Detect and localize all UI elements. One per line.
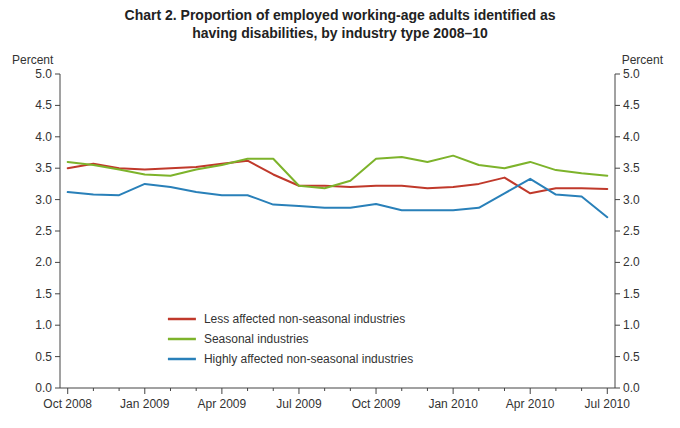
y-tick-label: 5.0 — [35, 67, 52, 81]
y-tick-label: 2.0 — [35, 255, 52, 269]
x-minor-tick — [427, 388, 428, 391]
chart: Chart 2. Proportion of employed working-… — [0, 0, 680, 428]
y2-tick — [615, 388, 620, 389]
plot-area — [68, 156, 608, 218]
y-tick — [55, 262, 60, 263]
x-minor-tick — [273, 388, 274, 391]
y2-tick-label: 3.0 — [623, 193, 640, 207]
y2-tick-label: 3.5 — [623, 161, 640, 175]
x-minor-tick — [555, 388, 556, 391]
x-tick-label: Apr 2009 — [198, 397, 247, 411]
y-tick — [55, 105, 60, 106]
x-tick-label: Oct 2009 — [352, 397, 401, 411]
x-tick-label: Oct 2008 — [43, 397, 92, 411]
x-minor-tick — [93, 388, 94, 391]
x-minor-tick — [247, 388, 248, 391]
x-tick-label: Jan 2010 — [428, 397, 478, 411]
y2-tick — [615, 262, 620, 263]
series-line — [68, 161, 608, 194]
y2-tick — [615, 74, 620, 75]
y-tick-label: 4.5 — [35, 98, 52, 112]
y2-tick — [615, 231, 620, 232]
x-minor-tick — [119, 388, 120, 391]
y-tick-label: 0.5 — [35, 350, 52, 364]
y-tick — [55, 136, 60, 137]
x-tick — [607, 388, 608, 394]
y-tick — [55, 356, 60, 357]
y2-tick-label: 1.5 — [623, 287, 640, 301]
y2-tick — [615, 293, 620, 294]
x-minor-tick — [478, 388, 479, 391]
y2-tick — [615, 136, 620, 137]
y-tick — [55, 199, 60, 200]
y2-tick-label: 0.5 — [623, 350, 640, 364]
y-tick-label: 4.0 — [35, 130, 52, 144]
legend-label: Less affected non-seasonal industries — [204, 312, 405, 326]
x-axis-line — [60, 388, 615, 389]
y-tick — [55, 231, 60, 232]
series-line — [68, 179, 608, 217]
y-tick — [55, 74, 60, 75]
x-minor-tick — [581, 388, 582, 391]
legend-swatch — [168, 318, 196, 321]
legend-box — [160, 304, 460, 374]
x-minor-tick — [324, 388, 325, 391]
y2-tick-label: 4.5 — [623, 98, 640, 112]
y2-tick-label: 5.0 — [623, 67, 640, 81]
x-minor-tick — [170, 388, 171, 391]
y2-tick — [615, 168, 620, 169]
y-tick-label: 3.5 — [35, 161, 52, 175]
x-tick — [144, 388, 145, 394]
x-tick — [221, 388, 222, 394]
y2-tick-label: 0.0 — [623, 381, 640, 395]
y-tick — [55, 388, 60, 389]
x-minor-tick — [350, 388, 351, 391]
x-tick — [530, 388, 531, 394]
y-tick-label: 1.5 — [35, 287, 52, 301]
y2-tick — [615, 325, 620, 326]
y2-tick — [615, 105, 620, 106]
y2-tick-label: 2.5 — [623, 224, 640, 238]
x-minor-tick — [504, 388, 505, 391]
y2-axis-label: Percent — [622, 53, 664, 67]
legend: Less affected non-seasonal industries Sea… — [160, 304, 460, 374]
x-minor-tick — [401, 388, 402, 391]
x-tick-label: Jul 2009 — [276, 397, 322, 411]
y2-tick-label: 4.0 — [623, 130, 640, 144]
x-tick — [67, 388, 68, 394]
y-tick — [55, 325, 60, 326]
x-minor-tick — [196, 388, 197, 391]
x-tick-label: Jan 2009 — [120, 397, 170, 411]
y-tick-label: 0.0 — [35, 381, 52, 395]
y2-tick-label: 2.0 — [623, 255, 640, 269]
subtitle: having disabilities, by industry type 20… — [192, 25, 488, 41]
y-tick-label: 1.0 — [35, 318, 52, 332]
x-tick — [453, 388, 454, 394]
y-tick — [55, 168, 60, 169]
x-tick — [376, 388, 377, 394]
title: Chart 2. Proportion of employed working-… — [125, 7, 556, 23]
legend-label: Highly affected non-seasonal industries — [204, 352, 413, 366]
legend-swatch — [168, 358, 196, 361]
y2-tick — [615, 356, 620, 357]
y-axis-label: Percent — [12, 53, 54, 67]
x-tick-label: Apr 2010 — [506, 397, 555, 411]
legend-swatch — [168, 338, 196, 341]
y-tick-label: 2.5 — [35, 224, 52, 238]
y-tick — [55, 293, 60, 294]
y2-tick-label: 1.0 — [623, 318, 640, 332]
y2-tick — [615, 199, 620, 200]
x-tick-label: Jul 2010 — [585, 397, 631, 411]
y-tick-label: 3.0 — [35, 193, 52, 207]
x-tick — [298, 388, 299, 394]
legend-label: Seasonal industries — [204, 332, 309, 346]
